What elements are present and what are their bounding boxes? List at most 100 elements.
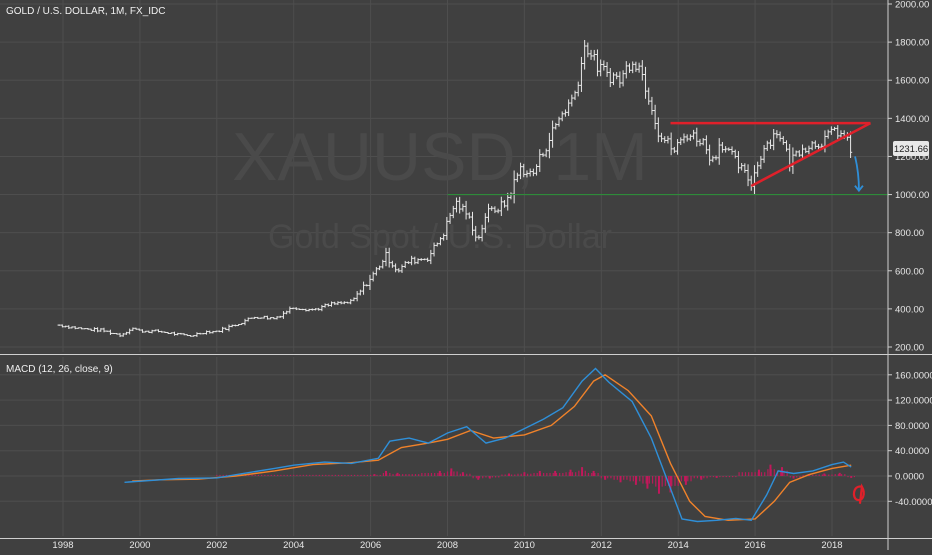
histogram-bar — [366, 474, 368, 476]
histogram-bar — [728, 476, 731, 478]
histogram-bar — [687, 476, 689, 482]
histogram-bar — [219, 474, 221, 476]
macd-title: MACD (12, 26, close, 9) — [6, 364, 113, 375]
price-tag: 1231.66 — [893, 141, 929, 156]
macd-panel — [124, 367, 865, 523]
histogram-bar — [592, 470, 595, 476]
histogram-bar — [578, 470, 580, 476]
histogram-bar — [523, 473, 525, 476]
histogram-bar — [446, 471, 449, 476]
histogram-bar — [725, 476, 727, 478]
histogram-bar — [411, 474, 413, 476]
histogram-bar — [384, 470, 387, 476]
histogram-bar — [469, 473, 471, 476]
histogram-bar — [700, 476, 703, 480]
histogram-bar — [494, 476, 497, 478]
histogram-bar — [844, 474, 846, 476]
macd-line — [124, 367, 852, 523]
histogram-bar — [466, 473, 468, 476]
histogram-bar — [536, 472, 538, 476]
price-y-tick-label: 200.00 — [895, 343, 924, 354]
histogram-bar — [603, 476, 606, 479]
histogram-bar — [562, 472, 564, 476]
histogram-bar — [507, 474, 509, 476]
histogram-bar — [347, 474, 349, 476]
histogram-bar — [635, 476, 638, 482]
histogram-bar — [408, 474, 410, 476]
histogram-bar — [498, 476, 500, 478]
histogram-bar — [669, 476, 672, 493]
histogram-bar — [623, 476, 625, 480]
histogram-bar — [392, 474, 394, 476]
histogram-bar — [808, 474, 811, 476]
histogram-bar — [510, 474, 513, 476]
histogram-bar — [646, 476, 649, 489]
histogram-bar — [831, 474, 833, 476]
histogram-bar — [792, 476, 795, 478]
histogram-bar — [655, 476, 657, 487]
histogram-bar — [677, 476, 679, 486]
x-tick-label: 2012 — [591, 540, 612, 550]
histogram-bar — [485, 476, 487, 478]
histogram-bar — [712, 476, 715, 478]
rising-trendline — [750, 121, 872, 188]
histogram-bar — [555, 472, 558, 476]
histogram-bar — [283, 474, 285, 476]
price-y-tick-label: 800.00 — [895, 228, 924, 239]
histogram-bar — [520, 473, 522, 476]
histogram-bar — [823, 473, 826, 476]
histogram-bar — [773, 469, 775, 476]
histogram-bar — [587, 472, 590, 476]
histogram-bar — [370, 474, 372, 476]
grid-layer — [0, 0, 888, 536]
histogram-bar — [767, 469, 769, 476]
histogram-bar — [286, 474, 288, 476]
histogram-bar — [584, 470, 586, 476]
histogram-bar — [696, 476, 699, 479]
histogram-bar — [632, 476, 634, 482]
histogram-bar — [703, 476, 705, 479]
price-y-tick-label: 1000.00 — [895, 190, 929, 201]
histogram-bar — [331, 474, 333, 476]
price-y-tick-label: 1200.00 — [895, 152, 929, 163]
histogram-bar — [363, 474, 365, 476]
histogram-bar — [427, 472, 429, 476]
price-bars — [57, 39, 853, 338]
macd-y-tick-label: -40.0000 — [895, 497, 932, 508]
histogram-bar — [293, 474, 295, 476]
histogram-bar — [716, 476, 718, 478]
histogram-bar — [575, 472, 577, 476]
histogram-bar — [357, 474, 359, 476]
histogram-bar — [821, 474, 823, 476]
histogram-bar — [453, 471, 455, 476]
histogram-bar — [472, 476, 474, 479]
histogram-bar — [732, 476, 734, 478]
histogram-bar — [389, 472, 391, 476]
histogram-bar — [783, 470, 785, 476]
histogram-bar — [289, 474, 292, 476]
histogram-bar — [517, 473, 519, 476]
price-tag-label: 1231.66 — [894, 144, 928, 155]
histogram-bar — [395, 474, 397, 476]
histogram-bar — [273, 474, 276, 476]
histogram-bar — [853, 476, 856, 478]
histogram-bar — [450, 468, 453, 476]
histogram-bar — [799, 476, 801, 478]
histogram-bar — [321, 474, 324, 476]
histogram-bar — [738, 472, 740, 476]
histogram-bar — [754, 472, 756, 476]
histogram-bar — [648, 476, 650, 484]
histogram-bar — [318, 474, 320, 476]
histogram-bar — [421, 472, 423, 476]
histogram-bar — [619, 476, 622, 480]
histogram-bar — [248, 474, 250, 476]
histogram-bar — [607, 476, 609, 479]
histogram-bar — [594, 472, 596, 476]
macd-y-tick-label: 160.0000 — [895, 370, 932, 381]
histogram-bar — [334, 474, 336, 476]
histogram-bar — [796, 476, 798, 478]
histogram-bar — [549, 472, 551, 476]
histogram-bar — [748, 472, 750, 476]
